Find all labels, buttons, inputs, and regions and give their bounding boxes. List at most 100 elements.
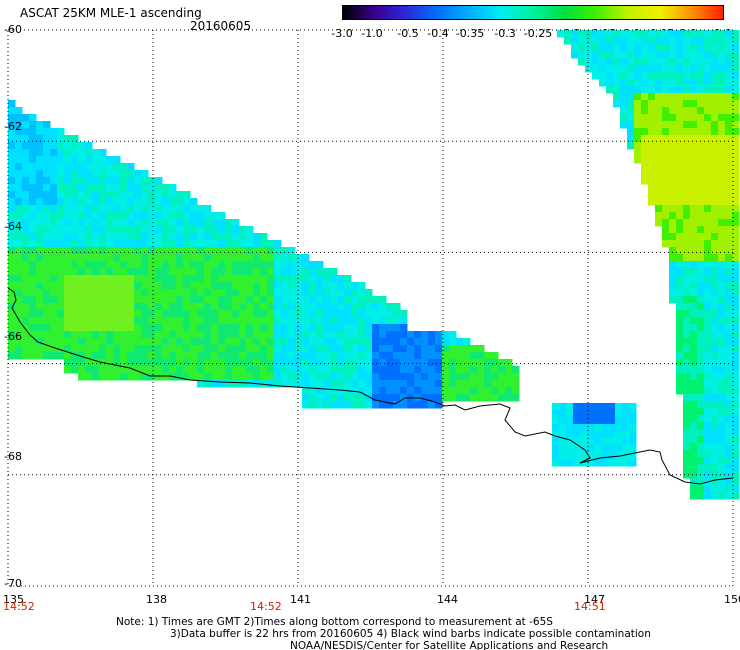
- swath-cell: [697, 415, 705, 423]
- swath-cell: [127, 261, 135, 269]
- swath-cell: [295, 296, 303, 304]
- swath-cell: [22, 114, 30, 122]
- swath-cell: [690, 226, 698, 234]
- swath-cell: [711, 352, 719, 360]
- swath-cell: [190, 282, 198, 290]
- swath-cell: [64, 191, 72, 199]
- swath-cell: [281, 324, 289, 332]
- swath-cell: [620, 44, 628, 52]
- swath-cell: [36, 247, 44, 255]
- swath-cell: [386, 310, 394, 318]
- swath-cell: [725, 387, 733, 395]
- swath-cell: [393, 310, 401, 318]
- swath-cell: [337, 338, 345, 346]
- swath-cell: [697, 121, 705, 129]
- swath-cell: [99, 149, 107, 157]
- swath-cell: [148, 219, 156, 227]
- swath-cell: [134, 184, 142, 192]
- swath-cell: [669, 142, 677, 150]
- swath-cell: [50, 296, 58, 304]
- swath-cell: [295, 310, 303, 318]
- latitude-label: -70: [4, 577, 22, 590]
- swath-cell: [267, 247, 275, 255]
- swath-cell: [50, 282, 58, 290]
- swath-cell: [99, 219, 107, 227]
- swath-cell: [463, 387, 471, 395]
- swath-cell: [22, 128, 30, 136]
- swath-cell: [641, 107, 649, 115]
- swath-cell: [622, 424, 630, 432]
- swath-cell: [505, 373, 513, 381]
- swath-cell: [351, 331, 359, 339]
- swath-cell: [580, 459, 588, 467]
- swath-cell: [344, 303, 352, 311]
- swath-cell: [162, 359, 170, 367]
- swath-cell: [15, 324, 23, 332]
- swath-cell: [120, 352, 128, 360]
- swath-cell: [690, 324, 698, 332]
- swath-cell: [99, 345, 107, 353]
- swath-cell: [648, 149, 656, 157]
- swath-cell: [281, 296, 289, 304]
- swath-cell: [281, 247, 289, 255]
- swath-cell: [718, 51, 726, 59]
- swath-cell: [78, 338, 86, 346]
- swath-cell: [697, 429, 705, 437]
- swath-cell: [725, 282, 733, 290]
- swath-cell: [711, 51, 719, 59]
- swath-cell: [585, 51, 593, 59]
- swath-cell: [711, 296, 719, 304]
- swath-cell: [683, 191, 691, 199]
- swath-cell: [169, 331, 177, 339]
- swath-cell: [246, 282, 254, 290]
- swath-cell: [711, 373, 719, 381]
- swath-cell: [697, 163, 705, 171]
- swath-cell: [162, 331, 170, 339]
- swath-cell: [491, 394, 499, 402]
- swath-cell: [29, 205, 37, 213]
- swath-cell: [683, 30, 691, 38]
- swath-cell: [711, 338, 719, 346]
- swath-cell: [337, 345, 345, 353]
- swath-cell: [204, 212, 212, 220]
- swath-cell: [732, 289, 740, 297]
- swath-cell: [183, 254, 191, 262]
- swath-cell: [22, 184, 30, 192]
- swath-cell: [372, 331, 380, 339]
- swath-cell: [330, 359, 338, 367]
- swath-cell: [634, 58, 642, 66]
- swath-cell: [690, 296, 698, 304]
- swath-cell: [711, 394, 719, 402]
- swath-cell: [120, 310, 128, 318]
- swath-cell: [288, 247, 296, 255]
- swath-cell: [113, 261, 121, 269]
- swath-cell: [393, 359, 401, 367]
- swath-cell: [43, 261, 51, 269]
- swath-cell: [690, 408, 698, 416]
- swath-cell: [316, 380, 324, 388]
- swath-cell: [176, 352, 184, 360]
- swath-cell: [484, 387, 492, 395]
- swath-cell: [571, 51, 579, 59]
- swath-cell: [57, 296, 65, 304]
- swath-cell: [323, 359, 331, 367]
- swath-cell: [141, 373, 149, 381]
- swath-cell: [732, 464, 740, 472]
- swath-cell: [57, 240, 65, 248]
- swath-cell: [127, 219, 135, 227]
- swath-cell: [78, 303, 86, 311]
- swath-cell: [669, 177, 677, 185]
- swath-cell: [50, 324, 58, 332]
- swath-cell: [613, 72, 621, 80]
- swath-cell: [697, 128, 705, 136]
- swath-cell: [393, 394, 401, 402]
- swath-cell: [615, 431, 623, 439]
- swath-cell: [725, 191, 733, 199]
- swath-cell: [155, 219, 163, 227]
- swath-cell: [711, 254, 719, 262]
- swath-cell: [435, 366, 443, 374]
- swath-cell: [71, 282, 79, 290]
- swath-cell: [407, 331, 415, 339]
- swath-cell: [669, 135, 677, 143]
- swath-cell: [676, 359, 684, 367]
